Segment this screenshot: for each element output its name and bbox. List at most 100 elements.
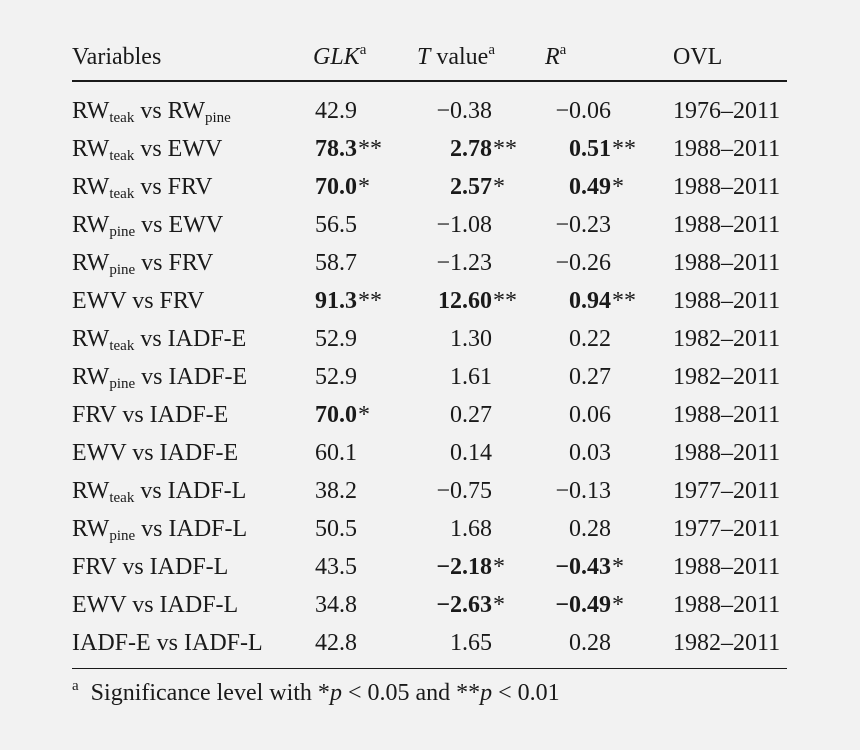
cell-value: −0.06 — [555, 97, 611, 124]
variable-text: vs IADF-L — [135, 515, 248, 542]
variable-text: RW — [72, 477, 110, 504]
table-row: RWteak vs IADF-E 52.9 1.30 0.22 1982–2011 — [72, 320, 787, 358]
table-row: RWpine vs EWV 56.5 −1.08 −0.23 1988–2011 — [72, 206, 787, 244]
cell-value: −0.38 — [436, 97, 492, 124]
footnote: a Significance level with *p < 0.05 and *… — [72, 678, 560, 707]
variable-text: EWV vs IADF-E — [72, 439, 239, 466]
table-row: RWteak vs EWV 78.3** 2.78** 0.51** 1988–2011 — [72, 130, 787, 168]
cell-glk: 56.5 — [313, 206, 417, 244]
header-t-value: T valuea — [417, 34, 545, 81]
cell-ovl: 1988–2011 — [673, 287, 781, 314]
cell-ovl: 1977–2011 — [673, 477, 781, 504]
cell-r: −0.13 — [545, 472, 673, 510]
variable-text: RW — [72, 515, 110, 542]
footnote-marker: a — [72, 678, 79, 694]
header-r: Ra — [545, 34, 673, 81]
cell-value: 0.28 — [569, 629, 611, 656]
cell-glk: 34.8 — [313, 586, 417, 624]
significance-marker: * — [493, 591, 505, 618]
cell-t-value: 0.14 — [417, 434, 545, 472]
cell-value: 12.60 — [438, 287, 492, 314]
significance-marker: * — [493, 553, 505, 580]
header-label: OVL — [673, 43, 723, 70]
header-glk: GLKa — [313, 34, 417, 81]
significance-marker: ** — [493, 287, 517, 314]
variable-text: RW — [72, 211, 110, 238]
table-row: RWteak vs FRV 70.0* 2.57* 0.49* 1988–2011 — [72, 168, 787, 206]
cell-ovl: 1988–2011 — [673, 439, 781, 466]
cell-value: 0.22 — [569, 325, 611, 352]
variable-text: IADF-E vs IADF-L — [72, 629, 263, 656]
table-row: RWpine vs FRV 58.7 −1.23 −0.26 1988–2011 — [72, 244, 787, 282]
cell-glk: 52.9 — [313, 358, 417, 396]
cell-value: −0.75 — [436, 477, 492, 504]
header-label-tail: value — [430, 43, 489, 70]
cell-value: 0.27 — [450, 401, 492, 428]
cell-ovl: 1977–2011 — [673, 515, 781, 542]
cell-variables: RWteak vs IADF-E — [72, 320, 313, 358]
cell-value: 42.8 — [315, 629, 357, 656]
header-footnote-marker: a — [488, 41, 496, 58]
cell-ovl: 1988–2011 — [673, 591, 781, 618]
cell-variables: RWpine vs IADF-L — [72, 510, 313, 548]
cell-t-value: 1.65 — [417, 624, 545, 669]
cell-value: −0.13 — [555, 477, 611, 504]
cell-t-value: −2.63* — [417, 586, 545, 624]
cell-ovl: 1982–2011 — [673, 363, 781, 390]
cell-value: 0.06 — [569, 401, 611, 428]
table-header: Variables GLKa T valuea Ra OVL — [72, 34, 787, 81]
cell-r: 0.94** — [545, 282, 673, 320]
header-footnote-marker: a — [559, 41, 567, 58]
cell-variables: EWV vs IADF-L — [72, 586, 313, 624]
cell-value: 2.78 — [450, 135, 492, 162]
cell-ovl: 1988–2011 — [673, 135, 781, 162]
footnote-text: < 0.01 — [492, 680, 560, 706]
cell-ovl: 1976–2011 — [673, 97, 781, 124]
cell-t-value: −2.18* — [417, 548, 545, 586]
variable-text: vs IADF-E — [135, 363, 248, 390]
cell-value: 2.57 — [450, 173, 492, 200]
table-body: RWteak vs RWpine 42.9 −0.38 −0.06 1976–2011 R… — [72, 81, 787, 669]
cell-value: 43.5 — [315, 553, 357, 580]
cell-value: 58.7 — [315, 249, 357, 276]
significance-marker: ** — [612, 135, 636, 162]
cell-value: 1.68 — [450, 515, 492, 542]
cell-r: 0.27 — [545, 358, 673, 396]
cell-ovl: 1988–2011 — [673, 211, 781, 238]
significance-marker: * — [612, 591, 624, 618]
cell-t-value: 1.68 — [417, 510, 545, 548]
cell-value: 0.27 — [569, 363, 611, 390]
cell-t-value: −1.08 — [417, 206, 545, 244]
cell-r: −0.49* — [545, 586, 673, 624]
cell-value: 0.49 — [569, 173, 611, 200]
header-label: Variables — [72, 43, 162, 70]
variable-text: FRV vs IADF-E — [72, 401, 229, 428]
cell-value: −2.18 — [436, 553, 492, 580]
cell-value: 70.0 — [315, 173, 357, 200]
header-label: R — [545, 43, 560, 70]
cell-r: −0.43* — [545, 548, 673, 586]
cell-glk: 60.1 — [313, 434, 417, 472]
significance-marker: ** — [358, 135, 382, 162]
header-footnote-marker: a — [359, 41, 367, 58]
cell-glk: 91.3** — [313, 282, 417, 320]
cell-r: −0.06 — [545, 81, 673, 130]
subscript: teak — [109, 337, 135, 354]
subscript: teak — [109, 185, 135, 202]
cell-glk: 42.8 — [313, 624, 417, 669]
variable-text: EWV vs FRV — [72, 287, 205, 314]
header-row: Variables GLKa T valuea Ra OVL — [72, 34, 787, 81]
table-row: FRV vs IADF-L 43.5 −2.18* −0.43* 1988–2011 — [72, 548, 787, 586]
cell-variables: RWpine vs EWV — [72, 206, 313, 244]
cell-value: 60.1 — [315, 439, 357, 466]
significance-marker: ** — [358, 287, 382, 314]
cell-value: 42.9 — [315, 97, 357, 124]
cell-value: −2.63 — [436, 591, 492, 618]
subscript: pine — [109, 261, 136, 278]
significance-marker: ** — [493, 135, 517, 162]
cell-variables: FRV vs IADF-L — [72, 548, 313, 586]
cell-variables: EWV vs IADF-E — [72, 434, 313, 472]
cell-t-value: 1.30 — [417, 320, 545, 358]
cell-value: 0.28 — [569, 515, 611, 542]
